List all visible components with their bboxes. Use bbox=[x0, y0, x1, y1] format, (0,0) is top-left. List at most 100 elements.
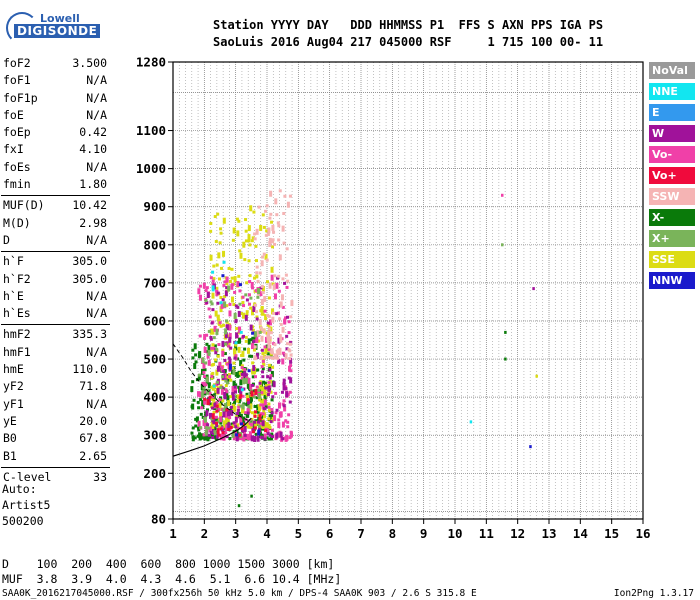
echo-point bbox=[209, 254, 213, 261]
echo-point bbox=[261, 312, 265, 316]
echo-point bbox=[215, 437, 219, 441]
echo-point bbox=[205, 286, 209, 290]
echo-point bbox=[283, 194, 287, 198]
echo-point bbox=[197, 420, 201, 427]
echo-point bbox=[277, 422, 281, 429]
echo-point bbox=[256, 295, 260, 299]
echo-point bbox=[217, 407, 221, 411]
echo-point bbox=[270, 220, 274, 224]
echo-point bbox=[232, 368, 236, 375]
echo-point bbox=[283, 316, 287, 320]
echo-point bbox=[225, 402, 229, 406]
echo-point bbox=[224, 388, 228, 392]
echo-point bbox=[231, 366, 235, 370]
echo-point bbox=[215, 289, 219, 293]
echo-point bbox=[218, 321, 222, 325]
echo-point bbox=[201, 403, 205, 410]
echo-point bbox=[193, 436, 197, 440]
echo-point bbox=[268, 216, 272, 220]
echo-point bbox=[275, 282, 279, 289]
echo-point bbox=[226, 395, 230, 402]
echo-point bbox=[252, 371, 256, 375]
param-row: h`Es N/A bbox=[1, 306, 110, 323]
echo-point bbox=[260, 260, 264, 267]
echo-point bbox=[532, 287, 535, 291]
echo-point bbox=[221, 399, 225, 403]
echo-point bbox=[255, 274, 259, 278]
echo-point bbox=[266, 335, 270, 342]
echo-point bbox=[268, 368, 272, 372]
echo-point bbox=[253, 375, 257, 379]
echo-point bbox=[240, 429, 244, 433]
x-tick-label: 10 bbox=[447, 526, 462, 541]
echo-point bbox=[210, 374, 214, 378]
echo-point bbox=[257, 424, 261, 428]
echo-point bbox=[190, 405, 194, 409]
param-row: hmE 110.0 bbox=[1, 362, 110, 379]
echo-point bbox=[260, 328, 264, 332]
echo-point bbox=[233, 276, 237, 283]
echo-point bbox=[211, 429, 215, 436]
echo-point bbox=[254, 244, 258, 248]
echo-point bbox=[273, 415, 277, 422]
echo-point bbox=[211, 279, 215, 283]
echo-point bbox=[255, 352, 259, 359]
x-tick-label: 15 bbox=[604, 526, 619, 541]
echo-point bbox=[215, 369, 219, 376]
echo-point bbox=[279, 301, 283, 308]
echo-point bbox=[202, 433, 206, 437]
echo-point bbox=[268, 282, 272, 289]
echo-point bbox=[256, 330, 260, 337]
echo-point bbox=[211, 285, 215, 292]
echo-point bbox=[234, 341, 238, 345]
echo-point bbox=[200, 406, 204, 410]
echo-point bbox=[273, 343, 277, 347]
echo-point bbox=[254, 356, 258, 360]
echo-point bbox=[216, 420, 220, 424]
echo-point bbox=[282, 212, 286, 216]
echo-point bbox=[265, 258, 269, 262]
echo-point bbox=[272, 283, 276, 290]
param-label: h`E bbox=[3, 288, 24, 303]
echo-point bbox=[210, 348, 214, 352]
echo-point bbox=[277, 224, 281, 228]
echo-point bbox=[250, 281, 254, 288]
echo-point bbox=[276, 356, 280, 360]
echo-point bbox=[229, 395, 233, 399]
echo-point bbox=[252, 392, 256, 396]
echo-point bbox=[245, 402, 249, 406]
legend-item: E bbox=[649, 104, 695, 121]
echo-point bbox=[237, 346, 241, 353]
echo-point bbox=[252, 365, 256, 372]
echo-point bbox=[247, 259, 251, 263]
echo-point bbox=[212, 398, 216, 402]
echo-point bbox=[210, 376, 214, 380]
echo-point bbox=[197, 406, 201, 410]
echo-point bbox=[203, 397, 207, 401]
echo-point bbox=[202, 362, 206, 369]
echo-point bbox=[227, 342, 231, 346]
echo-point bbox=[269, 374, 273, 378]
echo-point bbox=[270, 266, 274, 273]
echo-point bbox=[253, 411, 257, 418]
echo-point bbox=[281, 305, 285, 309]
echo-point bbox=[228, 416, 232, 420]
echo-point bbox=[197, 393, 201, 397]
echo-point bbox=[222, 250, 226, 257]
echo-point bbox=[228, 302, 232, 306]
echo-point bbox=[266, 375, 270, 379]
echo-point bbox=[197, 288, 201, 295]
echo-point bbox=[267, 382, 271, 389]
echo-point bbox=[248, 280, 252, 284]
echo-point bbox=[281, 277, 285, 281]
echo-point bbox=[529, 445, 532, 449]
y-tick-label: 700 bbox=[143, 275, 166, 290]
echo-point bbox=[223, 396, 227, 400]
echo-point bbox=[195, 416, 199, 423]
echo-point bbox=[205, 350, 209, 354]
echo-point bbox=[249, 306, 253, 310]
param-value: 3.500 bbox=[72, 56, 107, 70]
echo-point bbox=[241, 368, 245, 372]
echo-point bbox=[228, 363, 232, 370]
legend-item: X+ bbox=[649, 230, 695, 247]
